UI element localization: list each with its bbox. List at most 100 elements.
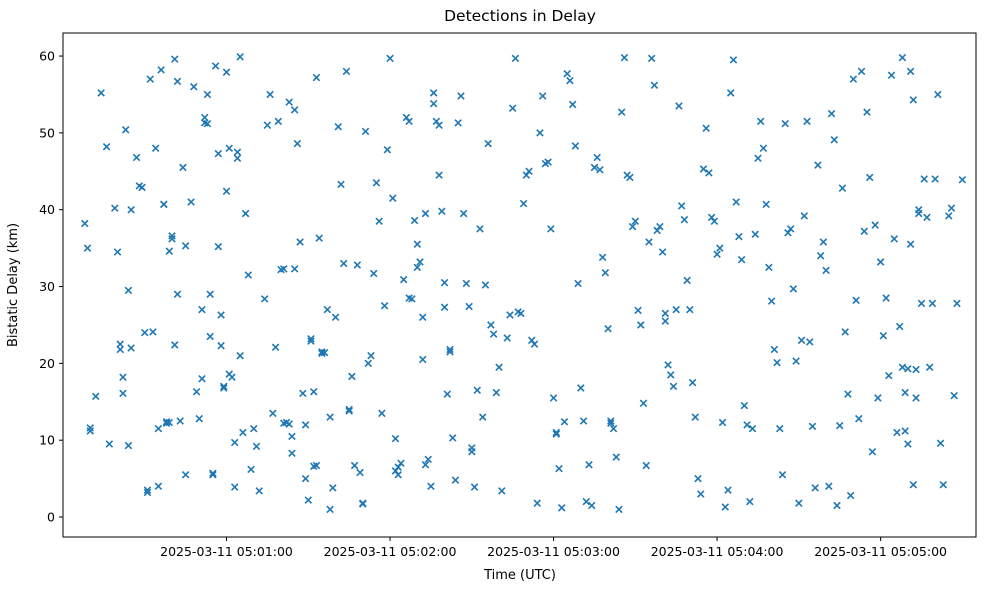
scatter-point — [454, 119, 462, 127]
scatter-point — [669, 382, 678, 391]
scatter-point — [288, 432, 296, 441]
scatter-point — [279, 265, 288, 273]
scatter-point — [132, 153, 141, 162]
scatter-point — [517, 309, 525, 318]
scatter-point — [808, 422, 817, 431]
scatter-point — [841, 328, 849, 336]
scatter-point — [86, 427, 95, 435]
scatter-point — [874, 394, 882, 402]
scatter-point — [326, 505, 334, 514]
scatter-point — [931, 175, 939, 183]
scatter-point — [462, 279, 471, 288]
scatter-point — [587, 501, 596, 510]
y-axis: 0 10 20 30 40 50 60 — [39, 49, 63, 525]
scatter-point — [901, 427, 909, 435]
scatter-point — [478, 413, 487, 421]
scatter-point — [405, 117, 413, 126]
plot-area — [62, 32, 977, 538]
scatter-point — [607, 419, 615, 428]
scatter-point — [394, 471, 402, 479]
y-tick-label: 40 — [39, 202, 55, 217]
scatter-point — [544, 158, 552, 166]
scatter-point — [339, 259, 348, 268]
scatter-point — [424, 455, 432, 464]
scatter-point — [549, 394, 558, 402]
scatter-point — [195, 414, 204, 423]
scatter-point — [825, 482, 833, 491]
scatter-point — [904, 364, 912, 373]
scatter-point — [860, 227, 869, 235]
scatter-point — [658, 248, 667, 256]
scatter-point — [203, 90, 212, 99]
scatter-point — [724, 486, 732, 494]
scatter-point — [170, 55, 179, 63]
scatter-point — [372, 179, 381, 187]
scatter-point — [165, 418, 174, 427]
scatter-point — [266, 90, 274, 99]
scatter-point — [348, 372, 356, 381]
scatter-point — [97, 89, 105, 97]
scatter-point — [868, 447, 877, 456]
scatter-point — [440, 278, 449, 287]
scatter-point — [468, 447, 476, 456]
scatter-point — [408, 295, 416, 303]
scatter-point — [220, 384, 228, 392]
scatter-point — [91, 392, 100, 401]
scatter-point — [814, 161, 822, 169]
scatter-point — [816, 252, 825, 260]
scatter-point — [192, 388, 201, 396]
scatter-point — [688, 378, 697, 387]
scatter-point — [113, 248, 122, 256]
scatter-point — [413, 263, 422, 272]
scatter-point — [299, 389, 307, 398]
scatter-point — [827, 109, 836, 118]
scatter-point — [239, 428, 247, 437]
scatter-point — [944, 212, 953, 220]
x-tick-label: 2025-03-11 05:02:00 — [324, 544, 457, 559]
scatter-point — [86, 424, 95, 432]
scatter-point — [617, 108, 626, 116]
scatter-point — [443, 390, 452, 398]
scatter-point — [337, 180, 345, 189]
scatter-point — [290, 106, 299, 114]
scatter-point — [225, 144, 234, 153]
scatter-point — [735, 232, 743, 241]
y-tick-label: 30 — [39, 279, 55, 294]
scatter-points — [81, 53, 967, 514]
scatter-point — [547, 225, 555, 233]
scatter-point — [844, 390, 852, 398]
scatter-point — [577, 384, 585, 392]
y-axis-label: Bistatic Delay (km) — [6, 223, 21, 347]
scatter-point — [767, 297, 776, 305]
scatter-point — [116, 345, 124, 354]
scatter-point — [369, 269, 378, 278]
scatter-point — [746, 497, 754, 506]
scatter-point — [604, 325, 612, 333]
scatter-point — [726, 89, 735, 97]
scatter-point — [269, 409, 277, 418]
scatter-point — [677, 202, 686, 210]
scatter-point — [380, 301, 389, 310]
scatter-point — [778, 471, 787, 479]
scatter-point — [359, 500, 367, 508]
scatter-point — [345, 405, 353, 414]
scatter-point — [492, 388, 501, 397]
scatter-point — [683, 276, 691, 285]
scatter-point — [601, 268, 610, 277]
scatter-point — [383, 146, 392, 154]
scatter-point — [459, 209, 468, 218]
scatter-point — [756, 117, 765, 126]
x-axis: 2025-03-11 05:01:00 2025-03-11 05:02:00 20… — [160, 537, 947, 559]
scatter-point — [563, 69, 571, 78]
scatter-point — [241, 209, 250, 218]
scatter-point — [615, 505, 623, 514]
scatter-point — [119, 373, 127, 381]
scatter-point — [375, 217, 383, 225]
scatter-point — [642, 461, 650, 470]
scatter-point — [143, 488, 152, 497]
scatter-point — [304, 496, 313, 504]
scatter-point — [448, 434, 457, 442]
scatter-point — [236, 53, 244, 61]
scatter-point — [127, 205, 135, 214]
scatter-point — [950, 391, 958, 400]
